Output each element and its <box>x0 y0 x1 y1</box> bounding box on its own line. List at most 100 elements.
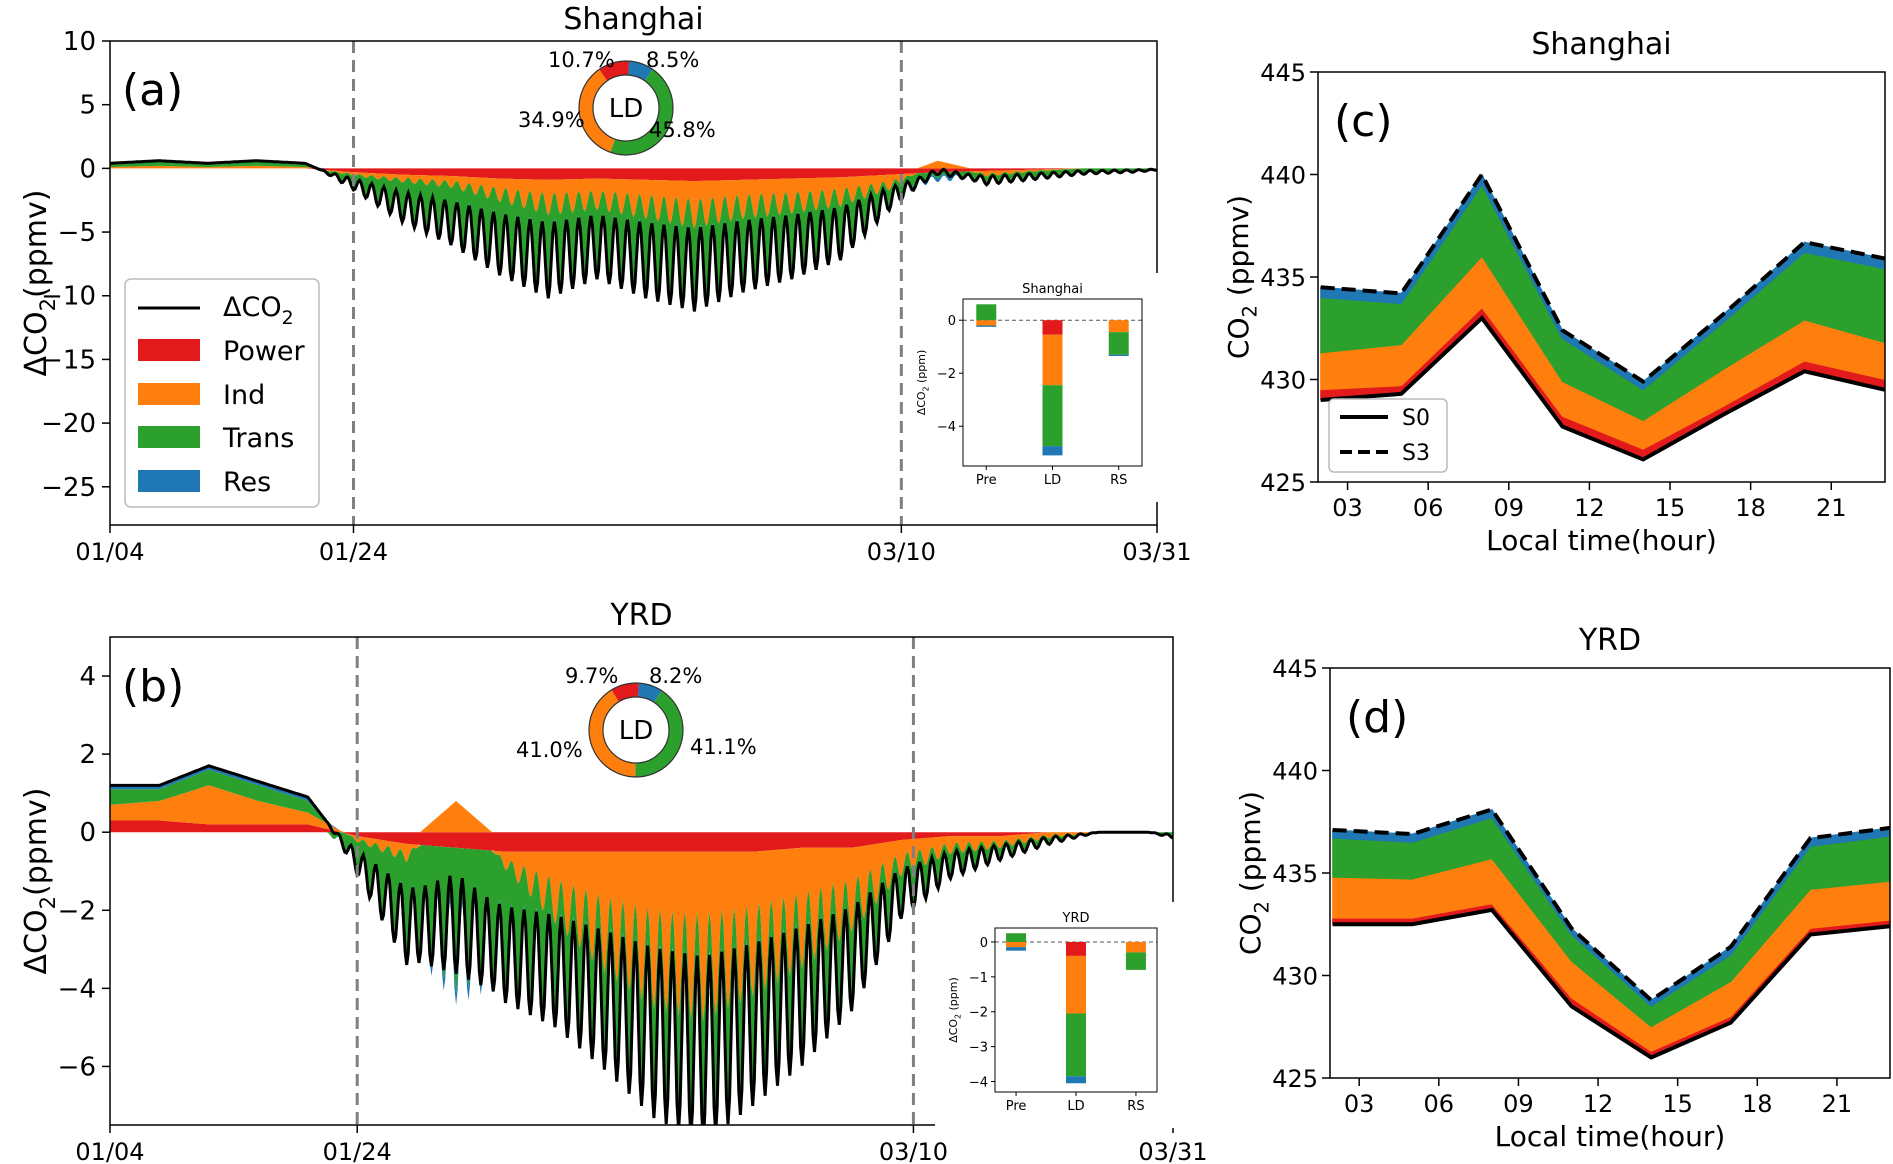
y-axis-label: CO2 (ppmv) <box>1222 195 1261 359</box>
inset-x-tick-label: LD <box>1044 473 1061 488</box>
inset-y-tick-label: −3 <box>969 1041 988 1056</box>
legend-swatch-power <box>138 339 200 361</box>
area-ind <box>110 160 1157 229</box>
inset-bar-pre-res <box>1006 947 1027 951</box>
donut-outer-ring <box>588 682 684 778</box>
y-tick-label: 435 <box>1260 264 1306 292</box>
donut-slice-power <box>599 61 630 82</box>
donut-inner-ring <box>592 74 660 142</box>
x-tick-label: 01/04 <box>75 1138 144 1164</box>
x-tick-label: 12 <box>1574 494 1605 522</box>
inset-bar-ld-trans <box>1042 385 1063 447</box>
legend-label-trans: Trans <box>222 423 294 454</box>
x-tick-label: 15 <box>1655 494 1686 522</box>
y-tick-label: 425 <box>1260 469 1306 497</box>
plot-area <box>110 159 1157 312</box>
donut-pct-label: 41.1% <box>690 735 757 759</box>
inset-y-label: ΔCO2 (ppm) <box>947 977 962 1043</box>
x-axis-label: Local time(hour) <box>1495 1120 1726 1153</box>
area-power <box>110 168 1157 182</box>
y-axis-label: CO2 (ppmv) <box>1234 791 1273 955</box>
donut-chart: LD 10.7% 8.5% 45.8% 34.9% <box>518 48 716 156</box>
y-tick-label: −10 <box>41 282 96 312</box>
y-axis-label: ΔCO2(ppmv) <box>19 788 60 975</box>
axes-frame <box>109 636 1174 1126</box>
y-tick-label: 0 <box>79 818 96 848</box>
x-tick-label: 01/24 <box>323 1138 392 1164</box>
inset-y-tick-label: −4 <box>969 1076 988 1091</box>
y-tick-label: −25 <box>41 473 96 503</box>
legend-label-total: ΔCO2 <box>223 292 294 329</box>
x-tick-label: 09 <box>1494 494 1525 522</box>
inset-bar-rs-res <box>1108 354 1129 356</box>
y-tick-label: 10 <box>63 27 96 57</box>
inset-y-tick-label: 0 <box>948 314 956 329</box>
x-tick-label: 21 <box>1816 494 1847 522</box>
donut-pct-label: 45.8% <box>649 118 716 142</box>
y-tick-label: −15 <box>41 345 96 375</box>
y-tick-label: −5 <box>58 218 96 248</box>
donut-chart: LD 9.7% 8.2% 41.1% 41.0% <box>516 664 757 778</box>
x-tick-label: 01/24 <box>319 538 388 566</box>
x-tick-label: 03/10 <box>867 538 936 566</box>
legend-box <box>124 278 320 508</box>
y-tick-label: −20 <box>41 409 96 439</box>
legend-panel-a: ΔCO2 Power Ind Trans Res <box>124 278 320 508</box>
inset-y-tick-label: −2 <box>937 367 956 382</box>
donut-slice-trans <box>610 69 673 155</box>
inset-bar-ld-ind <box>1066 955 1086 1014</box>
inset-x-tick-label: RS <box>1127 1099 1144 1114</box>
inset-x-tick-label: Pre <box>976 473 997 488</box>
donut-center-label: LD <box>619 716 654 746</box>
donut-pct-label: 34.9% <box>518 108 585 132</box>
y-tick-label: −6 <box>58 1052 96 1082</box>
x-tick-label: 06 <box>1413 494 1444 522</box>
area-power <box>110 820 1173 852</box>
total-line <box>110 764 1173 1125</box>
panel-title: YRD <box>1578 623 1641 658</box>
panel-d: 425 430 435 440 445 03 06 09 12 15 18 21 YRD (d) Local… <box>1234 623 1891 1153</box>
inset-bg <box>903 273 1160 502</box>
area-trans <box>110 162 1157 304</box>
donut-outer-ring <box>578 60 674 156</box>
y-tick-label: 440 <box>1260 162 1306 190</box>
panel-c: 425 430 435 440 445 03 06 09 12 15 18 21 Shanghai (c)… <box>1222 27 1886 557</box>
inset-bar-rs-ind <box>1125 941 1146 953</box>
plot-area <box>1320 170 1885 462</box>
panel-title: Shanghai <box>1531 27 1671 62</box>
area-trans <box>110 769 1173 1125</box>
s0-line <box>1320 315 1885 462</box>
inset-bar-rs-trans <box>1125 952 1146 970</box>
donut-inner-ring <box>602 696 670 764</box>
inset-bar-rs-ind <box>1108 320 1129 333</box>
total-line <box>110 159 1157 312</box>
x-axis-label: Local time(hour) <box>1486 524 1717 557</box>
panel-title: YRD <box>609 598 672 633</box>
donut-slice-res <box>637 683 662 703</box>
x-tick-label: 09 <box>1503 1090 1534 1118</box>
y-tick-label: 0 <box>79 154 96 184</box>
donut-pct-label: 9.7% <box>565 664 618 688</box>
inset-x-tick-label: LD <box>1067 1099 1084 1114</box>
inset-bar-ld-power <box>1042 320 1063 335</box>
legend-label-power: Power <box>223 336 306 367</box>
inset-bar-ld-power <box>1066 941 1086 956</box>
inset-bar-ld-res <box>1042 446 1063 456</box>
donut-slice-ind <box>589 689 636 777</box>
y-axis-label: ΔCO2(ppmv) <box>19 190 60 377</box>
s3-line <box>1332 807 1890 1003</box>
inset-bar-pre-ind <box>1006 941 1027 948</box>
x-tick-label: 21 <box>1822 1090 1853 1118</box>
donut-slice-power <box>611 683 639 703</box>
inset-b: Pre LD RS 0 −1 −2 −3 −4 YRD ΔCO2 (ppm) <box>935 902 1175 1128</box>
inset-y-tick-label: −1 <box>969 971 988 986</box>
inset-bar-pre-res <box>976 325 997 327</box>
inset-x-tick-label: Pre <box>1006 1099 1027 1114</box>
y-tick-label: 2 <box>79 740 96 770</box>
donut-pct-label: 8.5% <box>646 48 699 72</box>
panel-label: (b) <box>122 661 184 712</box>
inset-bg <box>935 902 1175 1128</box>
inset-bar-pre-trans <box>1006 933 1027 942</box>
